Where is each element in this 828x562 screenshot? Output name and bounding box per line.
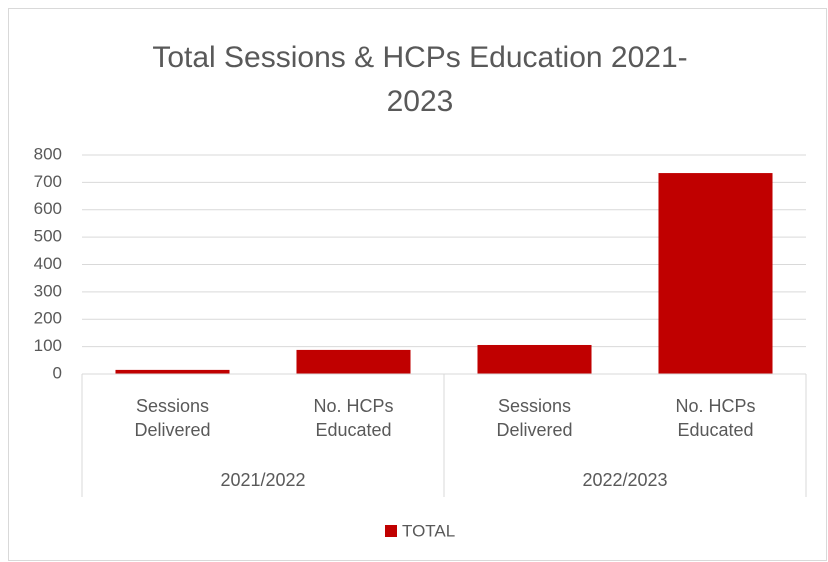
bar xyxy=(658,173,773,374)
bar xyxy=(296,349,411,374)
x-tick-label: No. HCPs Educated xyxy=(313,396,394,440)
y-tick-label: 600 xyxy=(34,199,62,218)
y-tick-label: 100 xyxy=(34,336,62,355)
bar xyxy=(115,369,230,374)
y-tick-label: 400 xyxy=(34,254,62,273)
bar xyxy=(477,344,592,374)
group-label: 2022/2023 xyxy=(582,470,668,490)
legend-swatch xyxy=(385,525,397,537)
x-tick-label: Sessions Delivered xyxy=(134,396,211,440)
y-tick-label: 500 xyxy=(34,227,62,246)
x-tick-label: No. HCPs Educated xyxy=(675,396,756,440)
group-label: 2021/2022 xyxy=(220,470,306,490)
legend-label: TOTAL xyxy=(402,521,455,540)
y-tick-label: 200 xyxy=(34,309,62,328)
y-tick-label: 0 xyxy=(53,363,62,382)
x-tick-label: Sessions Delivered xyxy=(496,396,573,440)
chart-title: Total Sessions & HCPs Education 2021-202… xyxy=(152,41,688,118)
y-tick-label: 700 xyxy=(34,172,62,191)
y-tick-label: 300 xyxy=(34,281,62,300)
y-tick-label: 800 xyxy=(34,144,62,163)
